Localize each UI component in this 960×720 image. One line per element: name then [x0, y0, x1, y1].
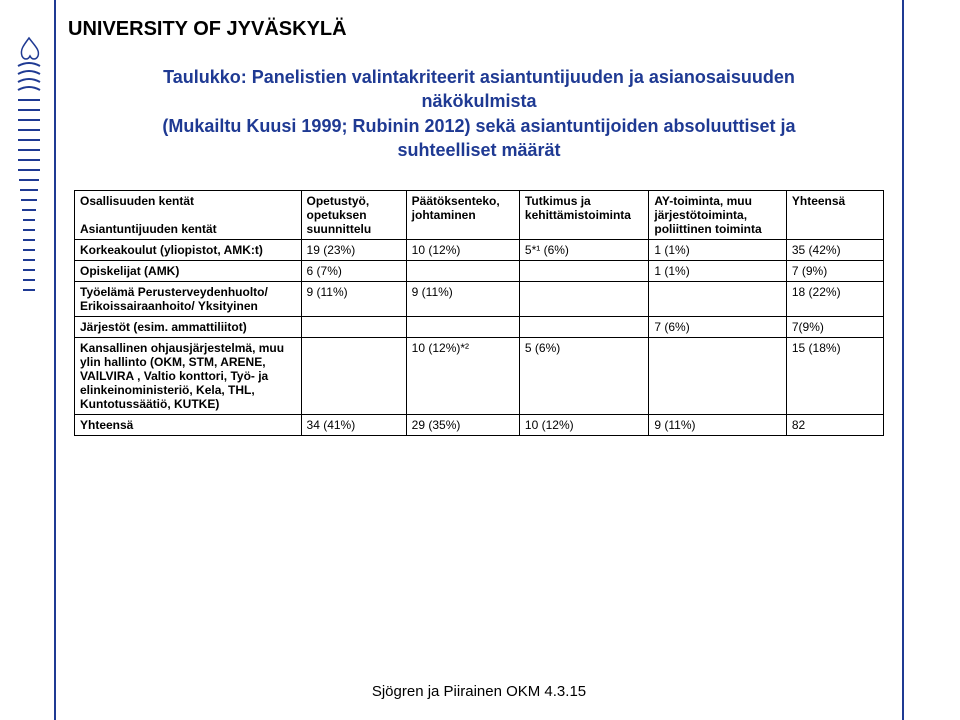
table-cell: [406, 261, 519, 282]
col-header-teaching: Opetustyö, opetuksen suunnittelu: [301, 191, 406, 240]
table-row: Yhteensä34 (41%)29 (35%)10 (12%)9 (11%)8…: [75, 415, 884, 436]
table-cell: 7 (6%): [649, 317, 787, 338]
col-header-union: AY-toiminta, muu järjestötoiminta, polii…: [649, 191, 787, 240]
col-header-decision: Päätöksenteko, johtaminen: [406, 191, 519, 240]
table-cell: 35 (42%): [786, 240, 883, 261]
table-cell: [519, 261, 648, 282]
col-header-top: Osallisuuden kentät: [80, 194, 194, 208]
table-cell: 10 (12%): [519, 415, 648, 436]
table-cell: 7(9%): [786, 317, 883, 338]
row-label: Järjestöt (esim. ammattiliitot): [75, 317, 302, 338]
criteria-table: Osallisuuden kentät Asiantuntijuuden ken…: [74, 190, 884, 436]
slide-frame: UNIVERSITY OF JYVÄSKYLÄ Taulukko: Paneli…: [54, 0, 904, 720]
table-body: Korkeakoulut (yliopistot, AMK:t)19 (23%)…: [75, 240, 884, 436]
row-label: Yhteensä: [75, 415, 302, 436]
table-cell: 1 (1%): [649, 240, 787, 261]
table-row: Kansallinen ohjausjärjestelmä, muu ylin …: [75, 338, 884, 415]
table-cell: [519, 282, 648, 317]
table-cell: 7 (9%): [786, 261, 883, 282]
table-cell: 9 (11%): [301, 282, 406, 317]
col-header-total: Yhteensä: [786, 191, 883, 240]
table-cell: [406, 317, 519, 338]
table-cell: 9 (11%): [406, 282, 519, 317]
table-header-row: Osallisuuden kentät Asiantuntijuuden ken…: [75, 191, 884, 240]
table-cell: 10 (12%): [406, 240, 519, 261]
table-cell: 5 (6%): [519, 338, 648, 415]
table-cell: 18 (22%): [786, 282, 883, 317]
table-container: Osallisuuden kentät Asiantuntijuuden ken…: [56, 190, 902, 436]
table-cell: 9 (11%): [649, 415, 787, 436]
torch-logo: [8, 26, 50, 346]
table-cell: 6 (7%): [301, 261, 406, 282]
table-cell: 82: [786, 415, 883, 436]
col-header-research: Tutkimus ja kehittämistoiminta: [519, 191, 648, 240]
table-row: Opiskelijat (AMK)6 (7%) 1 (1%)7 (9%): [75, 261, 884, 282]
table-row: Järjestöt (esim. ammattiliitot) 7 (6%)7(9…: [75, 317, 884, 338]
table-cell: 15 (18%): [786, 338, 883, 415]
table-cell: [301, 338, 406, 415]
row-label: Kansallinen ohjausjärjestelmä, muu ylin …: [75, 338, 302, 415]
table-row: Korkeakoulut (yliopistot, AMK:t)19 (23%)…: [75, 240, 884, 261]
university-header: UNIVERSITY OF JYVÄSKYLÄ: [56, 0, 902, 47]
table-cell: 19 (23%): [301, 240, 406, 261]
row-label: Opiskelijat (AMK): [75, 261, 302, 282]
table-cell: 10 (12%)*²: [406, 338, 519, 415]
table-cell: 34 (41%): [301, 415, 406, 436]
col-header-bottom: Asiantuntijuuden kentät: [80, 222, 217, 236]
table-cell: [519, 317, 648, 338]
row-label: Korkeakoulut (yliopistot, AMK:t): [75, 240, 302, 261]
table-cell: 1 (1%): [649, 261, 787, 282]
slide-footer: Sjögren ja Piirainen OKM 4.3.15: [56, 683, 902, 700]
table-cell: 5*¹ (6%): [519, 240, 648, 261]
title-line-2: (Mukailtu Kuusi 1999; Rubinin 2012) sekä…: [162, 116, 795, 160]
row-label: Työelämä Perusterveydenhuolto/ Erikoissa…: [75, 282, 302, 317]
table-cell: [649, 338, 787, 415]
table-row: Työelämä Perusterveydenhuolto/ Erikoissa…: [75, 282, 884, 317]
table-cell: [649, 282, 787, 317]
title-line-1: Taulukko: Panelistien valintakriteerit a…: [163, 67, 795, 111]
col-header-participation: Osallisuuden kentät Asiantuntijuuden ken…: [75, 191, 302, 240]
slide-title: Taulukko: Panelistien valintakriteerit a…: [56, 47, 902, 190]
table-cell: 29 (35%): [406, 415, 519, 436]
table-cell: [301, 317, 406, 338]
